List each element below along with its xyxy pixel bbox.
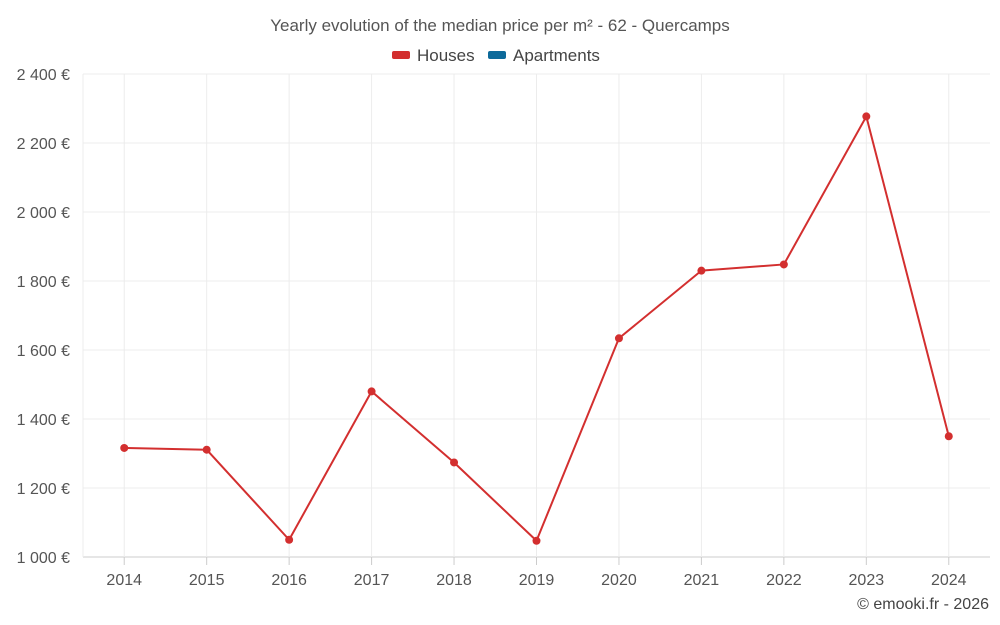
data-point-houses-2024[interactable] (944, 432, 953, 441)
data-point-houses-2019[interactable] (532, 536, 541, 545)
x-tick-label: 2019 (519, 572, 555, 589)
y-tick-label: 2 200 € (17, 136, 70, 153)
grid (83, 73, 990, 558)
series-houses (120, 112, 953, 545)
x-tick-label: 2016 (271, 572, 307, 589)
x-tick-label: 2014 (106, 572, 142, 589)
data-point-houses-2020[interactable] (614, 334, 623, 343)
x-tick-label: 2024 (931, 572, 967, 589)
data-point-houses-2016[interactable] (285, 535, 294, 544)
axes: 1 000 € 1 200 € 1 400 € 1 600 € 1 800 € 2 000… (17, 67, 967, 589)
y-tick-label: 1 600 € (17, 343, 70, 360)
credit-text: © emooki.fr - 2026 (857, 596, 989, 613)
data-point-houses-2018[interactable] (450, 458, 459, 467)
legend-item-apartments[interactable]: Apartments (488, 46, 600, 65)
x-tick-label: 2023 (849, 572, 885, 589)
legend-swatch-apartments (488, 51, 506, 59)
x-tick-label: 2015 (189, 572, 225, 589)
y-tick-label: 1 400 € (17, 412, 70, 429)
data-point-houses-2014[interactable] (120, 443, 129, 452)
y-tick-label: 1 200 € (17, 481, 70, 498)
legend-label-apartments: Apartments (513, 46, 600, 65)
y-tick-label: 2 000 € (17, 205, 70, 222)
data-point-houses-2021[interactable] (697, 266, 706, 275)
x-tick-label: 2017 (354, 572, 390, 589)
legend: Houses Apartments (392, 46, 600, 65)
legend-swatch-houses (392, 51, 410, 59)
data-point-houses-2023[interactable] (862, 112, 871, 121)
legend-item-houses[interactable]: Houses (392, 46, 475, 65)
data-point-houses-2015[interactable] (202, 445, 211, 454)
legend-label-houses: Houses (417, 46, 475, 65)
data-point-houses-2017[interactable] (367, 387, 376, 396)
y-tick-label: 1 800 € (17, 274, 70, 291)
data-point-houses-2022[interactable] (779, 260, 788, 269)
x-tick-label: 2022 (766, 572, 802, 589)
x-tick-label: 2018 (436, 572, 472, 589)
x-tick-label: 2020 (601, 572, 637, 589)
y-tick-label: 2 400 € (17, 67, 70, 84)
x-tick-label: 2021 (684, 572, 720, 589)
y-tick-label: 1 000 € (17, 550, 70, 567)
chart-title: Yearly evolution of the median price per… (270, 16, 730, 35)
